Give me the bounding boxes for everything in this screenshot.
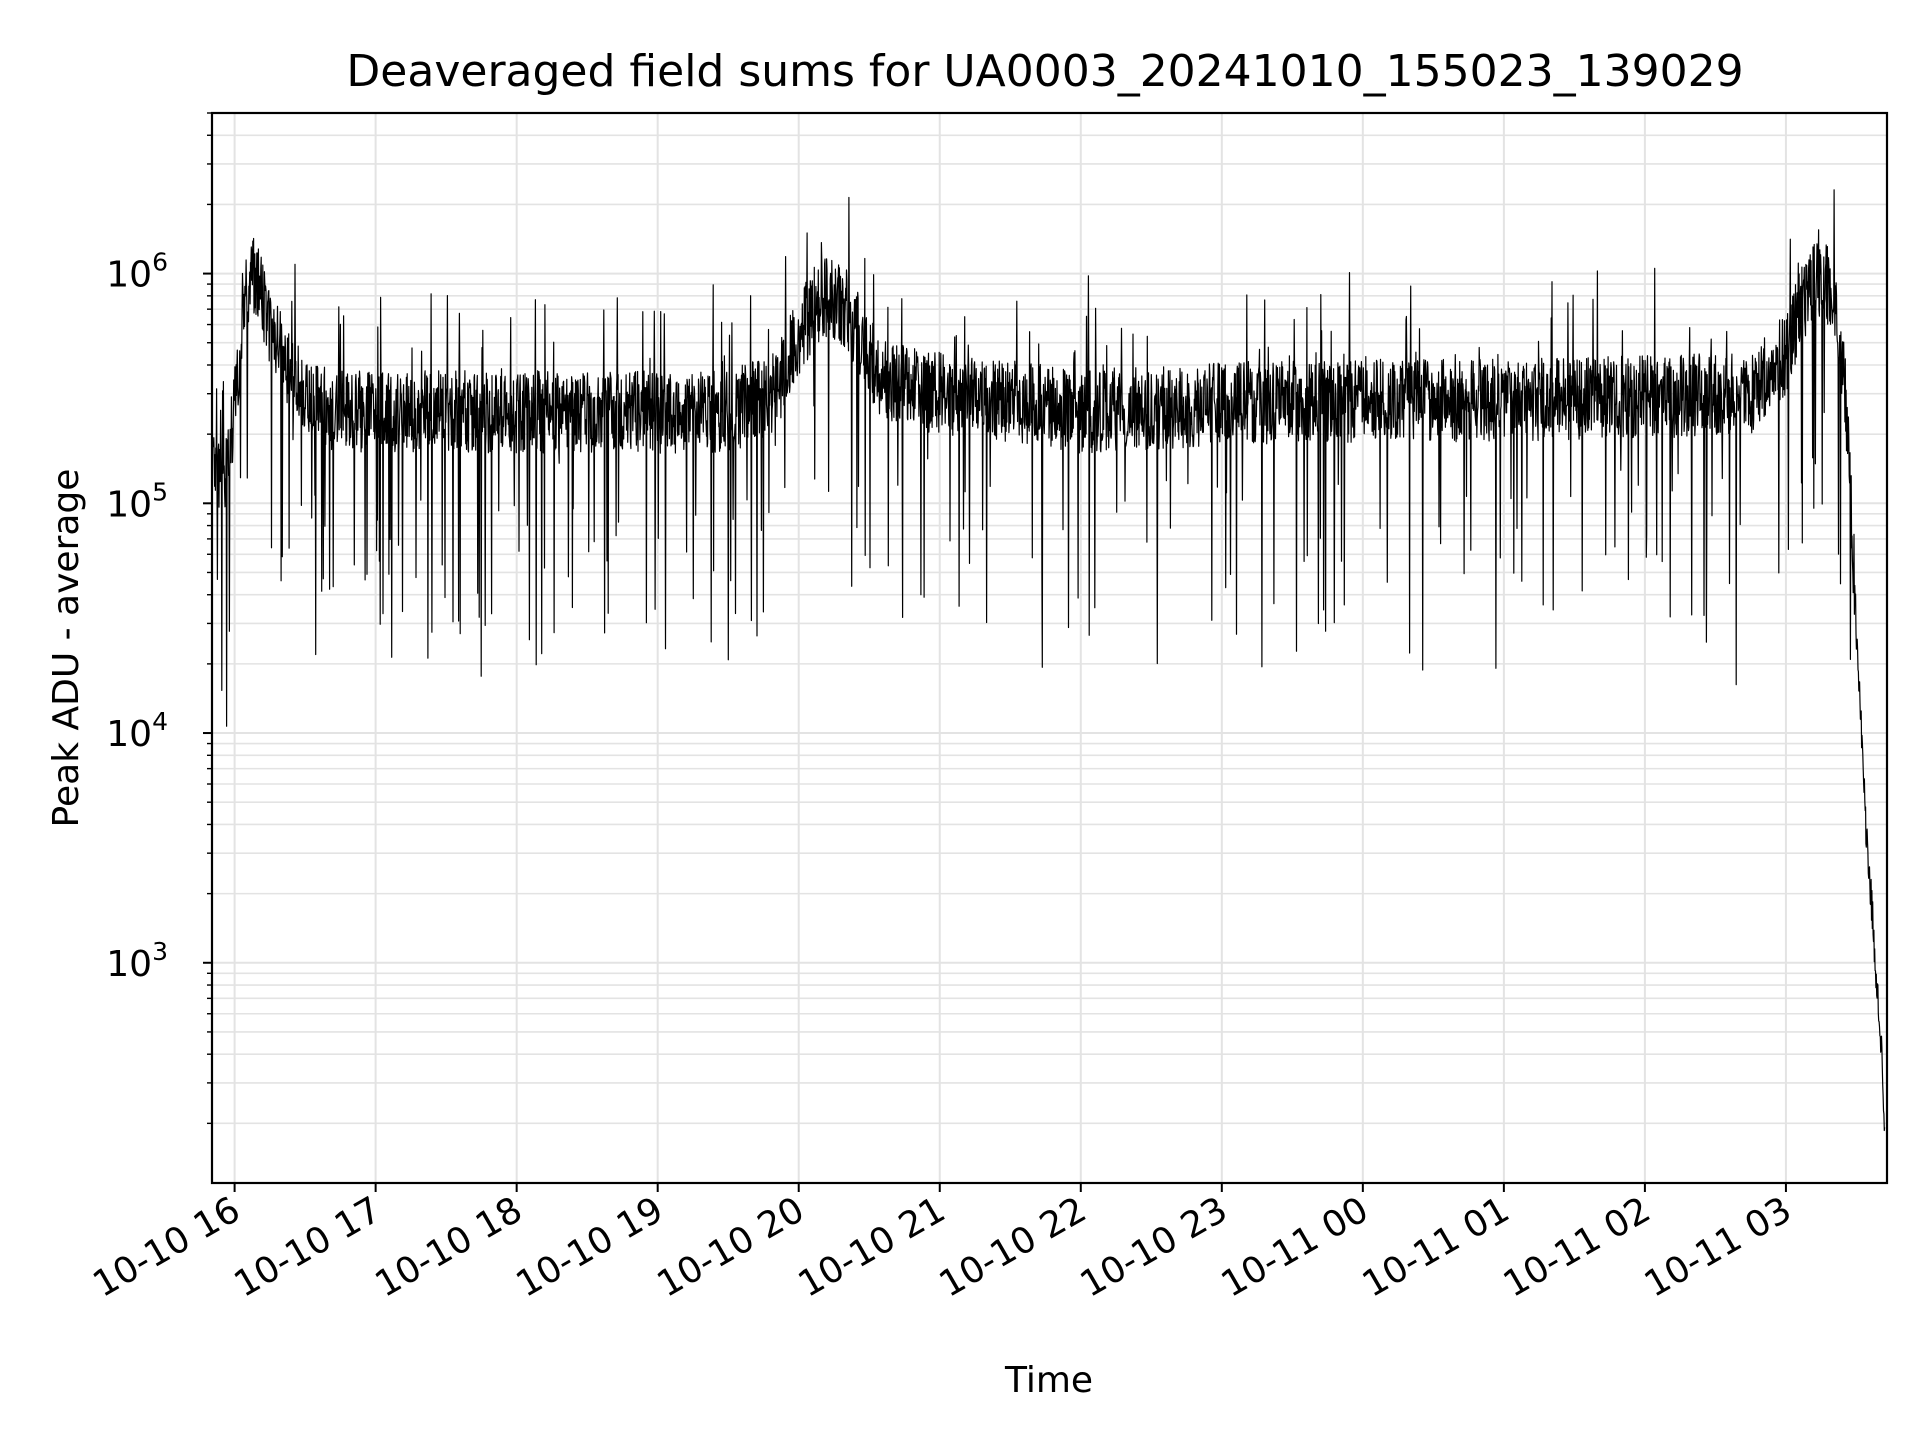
series-layer [212, 189, 1886, 1132]
y-tick-label: 105 [106, 477, 168, 525]
y-tick-label: 106 [106, 248, 168, 296]
x-axis-label: Time [1004, 1360, 1093, 1401]
series-line [212, 189, 1886, 1132]
plot-frame [210, 111, 1889, 1185]
grid [212, 112, 1887, 1183]
y-tick-label: 103 [106, 937, 168, 985]
chart-title: Deaveraged field sums for UA0003_2024101… [346, 46, 1743, 97]
y-tick-label: 104 [106, 707, 168, 755]
y-axis-label: Peak ADU - average [46, 469, 87, 828]
